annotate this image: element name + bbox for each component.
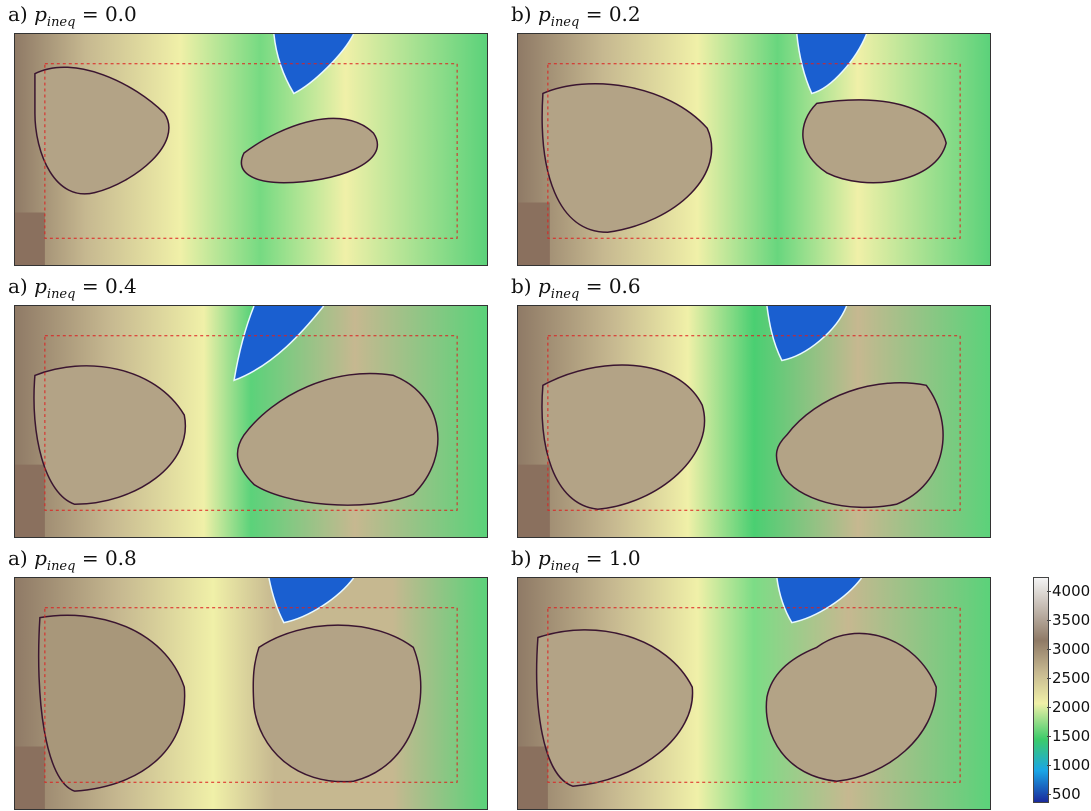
terrain-map-panel-6 — [517, 577, 991, 810]
colorbar-tick: 1000 — [1046, 756, 1091, 774]
terrain-map-svg — [518, 306, 990, 537]
terrain-map-svg — [15, 578, 487, 809]
colorbar-tick: 3000 — [1046, 640, 1091, 658]
colorbar-tick: 2500 — [1046, 669, 1091, 687]
colorbar-tick: 4000 — [1046, 582, 1091, 600]
panel-title-a-0.4: a) pineq = 0.4 — [8, 274, 137, 302]
terrain-map-panel-3 — [14, 305, 488, 538]
panel-title-a-0.0: a) pineq = 0.0 — [8, 2, 137, 30]
terrain-map-svg — [518, 34, 990, 265]
panel-title-a-0.8: a) pineq = 0.8 — [8, 546, 137, 574]
panel-title-b-0.6: b) pineq = 0.6 — [511, 274, 641, 302]
colorbar-tick: 2000 — [1046, 698, 1091, 716]
terrain-map-svg — [518, 578, 990, 809]
terrain-map-panel-5 — [14, 577, 488, 810]
terrain-map-panel-2 — [517, 33, 991, 266]
terrain-map-panel-1 — [14, 33, 488, 266]
terrain-map-svg — [15, 306, 487, 537]
elevation-colorbar — [1033, 577, 1049, 803]
colorbar-tick: 1500 — [1046, 727, 1091, 745]
colorbar-gradient — [1034, 578, 1048, 802]
colorbar-tick: 3500 — [1046, 611, 1091, 629]
terrain-map-svg — [15, 34, 487, 265]
panel-title-b-0.2: b) pineq = 0.2 — [511, 2, 641, 30]
terrain-map-panel-4 — [517, 305, 991, 538]
panel-title-b-1.0: b) pineq = 1.0 — [511, 546, 641, 574]
colorbar-tick: 500 — [1047, 785, 1081, 803]
